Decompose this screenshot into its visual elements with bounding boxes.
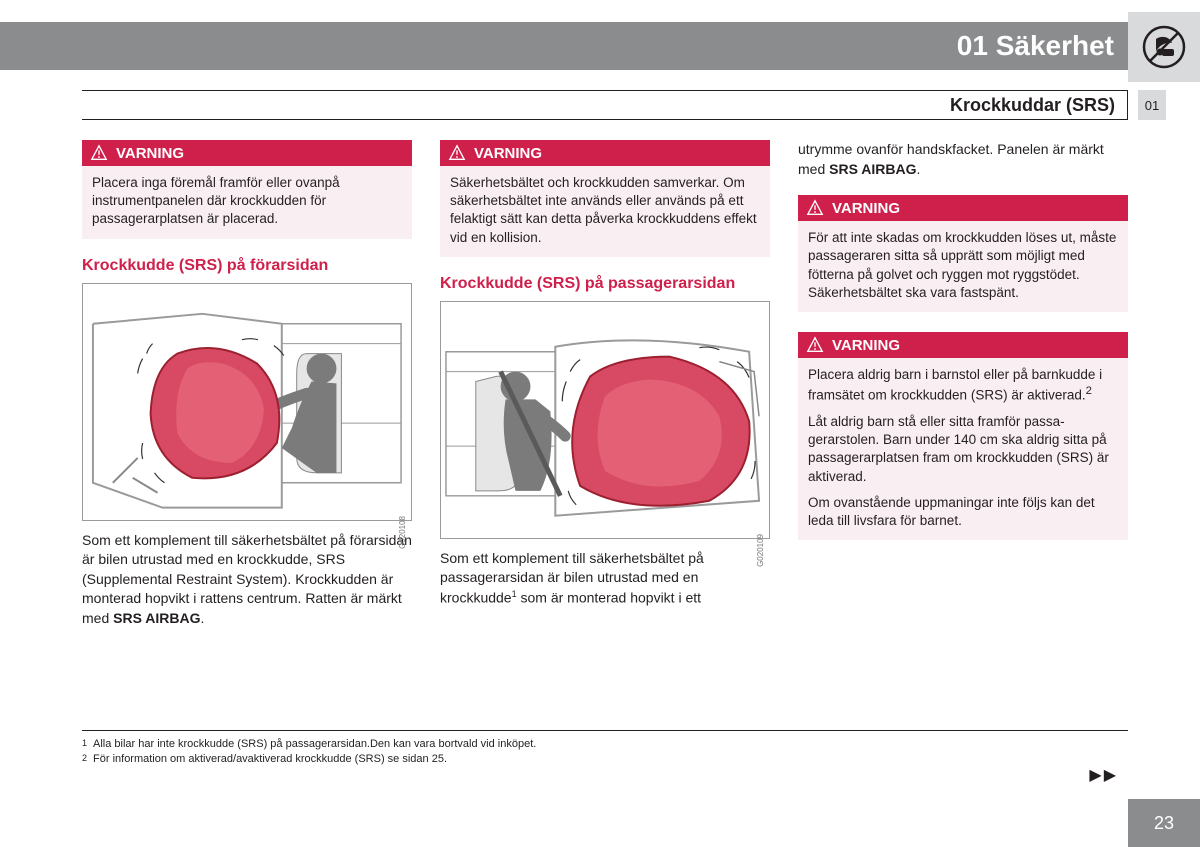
warning-body: Säkerhetsbältet och krockkudden samver­k… — [440, 166, 770, 257]
footnotes: 1Alla bilar har inte krockkudde (SRS) på… — [82, 730, 1128, 768]
section-title: Krockkuddar (SRS) — [950, 95, 1115, 116]
warning-header: VARNING — [798, 195, 1128, 221]
body-paragraph: Som ett komplement till säkerhetsbältet … — [440, 549, 770, 608]
warning-body: För att inte skadas om krockkudden löses… — [798, 221, 1128, 312]
subheading: Krockkudde (SRS) på förarsidan — [82, 257, 412, 275]
warning-triangle-icon — [806, 199, 824, 217]
seatbelt-icon — [1142, 25, 1186, 69]
footnote-2: 2För information om aktiverad/avaktivera… — [82, 752, 1128, 767]
figure-passenger-airbag: G020109 — [440, 301, 770, 539]
body-paragraph: Som ett komplement till säkerhetsbältet … — [82, 531, 412, 629]
warning-triangle-icon — [448, 144, 466, 162]
warning-label: VARNING — [832, 200, 900, 217]
warning-body: Placera aldrig barn i barnstol eller på … — [798, 358, 1128, 540]
continued-indicator: ▶▶ — [1089, 765, 1118, 785]
side-tab: 01 — [1138, 90, 1166, 120]
footnote-1: 1Alla bilar har inte krockkudde (SRS) på… — [82, 737, 1128, 752]
column-1: VARNING Placera inga föremål framför ell… — [82, 140, 412, 629]
figure-code: G020109 — [756, 534, 765, 567]
chapter-icon-box — [1128, 12, 1200, 82]
warning-header: VARNING — [798, 332, 1128, 358]
warning-text: Låt aldrig barn stå eller sitta framför … — [808, 413, 1118, 486]
column-3: utrymme ovanför handskfacket. Panelen är… — [798, 140, 1128, 629]
section-header: Krockkuddar (SRS) — [82, 90, 1128, 120]
warning-text: Placera aldrig barn i barnstol eller på … — [808, 366, 1118, 405]
subheading: Krockkudde (SRS) på passagerarsidan — [440, 275, 770, 293]
warning-label: VARNING — [474, 145, 542, 162]
warning-text: Säkerhetsbältet och krockkudden samver­k… — [450, 174, 760, 247]
figure-code: G020108 — [398, 516, 407, 549]
column-2: VARNING Säkerhetsbältet och krockkudden … — [440, 140, 770, 629]
warning-text: Placera inga föremål framför eller ovanp… — [92, 174, 402, 229]
warning-text: För att inte skadas om krockkudden löses… — [808, 229, 1118, 302]
warning-triangle-icon — [806, 336, 824, 354]
warning-header: VARNING — [82, 140, 412, 166]
chapter-title: 01 Säkerhet — [957, 30, 1114, 62]
warning-label: VARNING — [116, 145, 184, 162]
warning-label: VARNING — [832, 337, 900, 354]
page-number: 23 — [1128, 799, 1200, 847]
warning-body: Placera inga föremål framför eller ovanp… — [82, 166, 412, 239]
warning-header: VARNING — [440, 140, 770, 166]
figure-driver-airbag: G020108 — [82, 283, 412, 521]
warning-text: Om ovanstående uppmaningar inte följs ka… — [808, 494, 1118, 530]
content-columns: VARNING Placera inga föremål framför ell… — [82, 140, 1128, 629]
chapter-bar: 01 Säkerhet — [0, 22, 1128, 70]
warning-triangle-icon — [90, 144, 108, 162]
body-paragraph: utrymme ovanför handskfacket. Panelen är… — [798, 140, 1128, 179]
